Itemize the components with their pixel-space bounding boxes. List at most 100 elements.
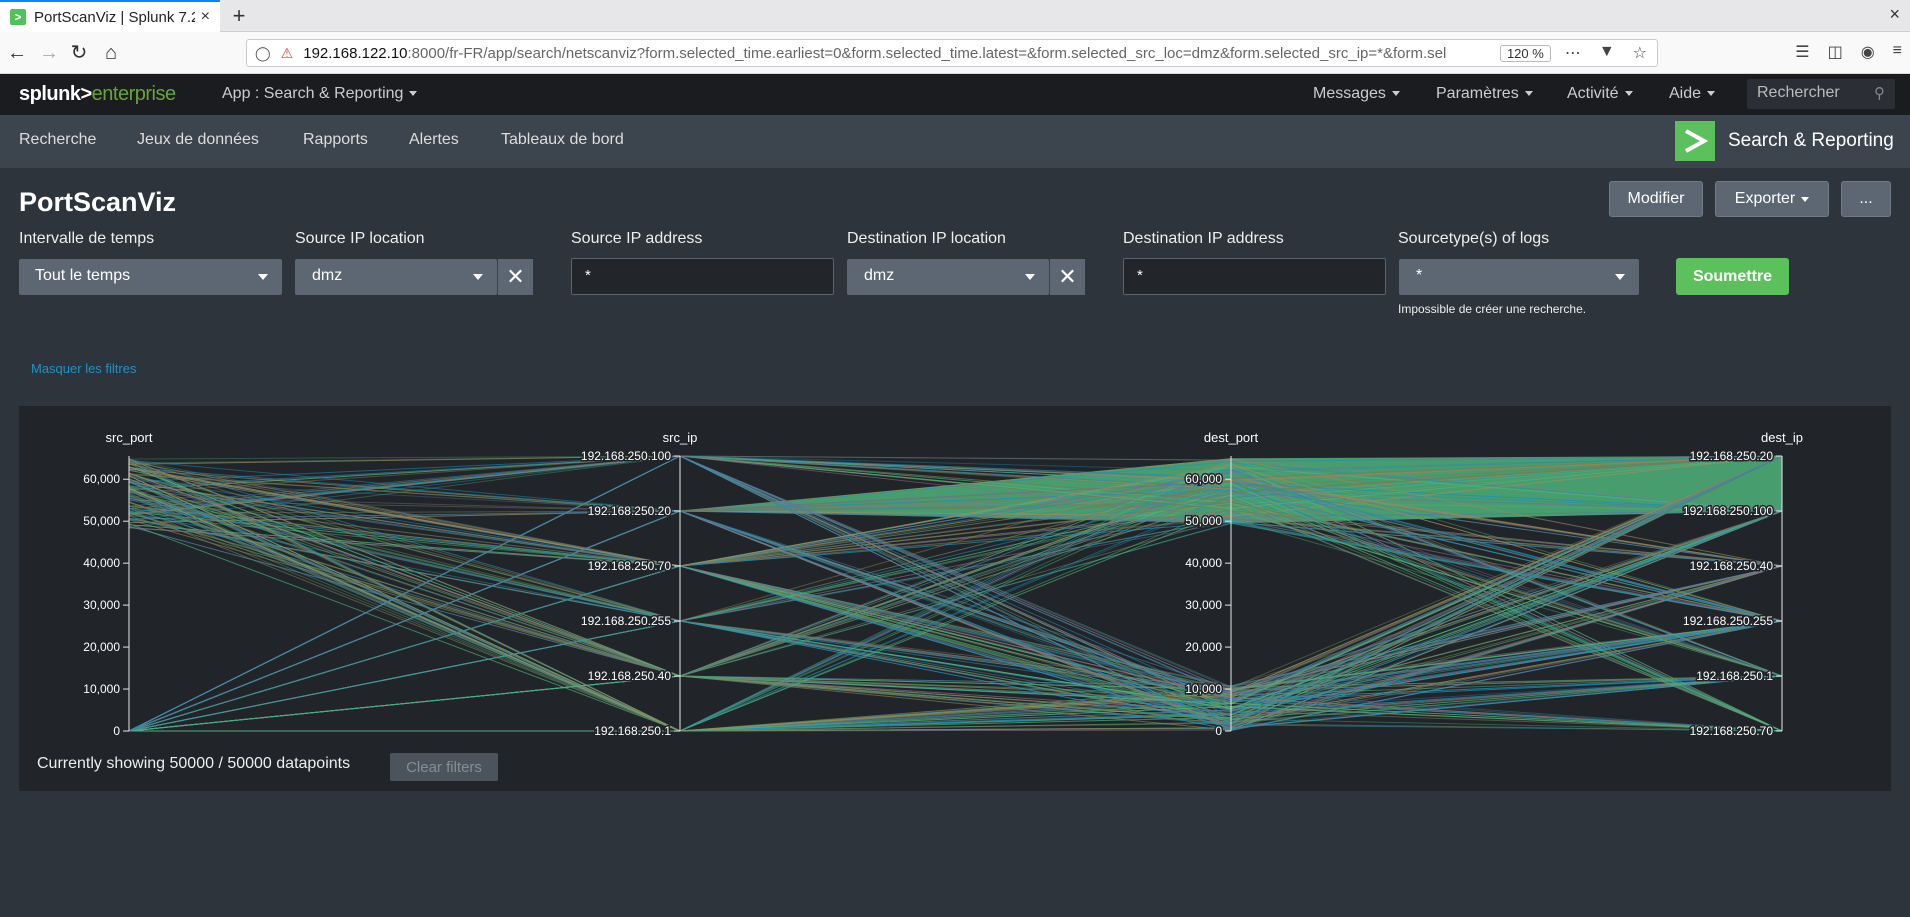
chevron-down-icon: [1391, 91, 1400, 97]
account-icon[interactable]: ◉: [1860, 44, 1875, 61]
nav-datasets[interactable]: Jeux de données: [137, 131, 259, 148]
splunk-favicon-icon: >: [10, 9, 26, 25]
help-menu[interactable]: Aide: [1669, 85, 1716, 103]
sidebar-icon[interactable]: ◫: [1827, 44, 1843, 61]
page-title: PortScanViz: [19, 187, 177, 217]
axis-title: dest_ip: [1761, 430, 1803, 445]
back-arrow-icon[interactable]: ←: [7, 42, 27, 64]
chevron-down-icon: [1615, 274, 1625, 280]
splunk-logo[interactable]: splunk>enterprise: [19, 83, 176, 105]
src-loc-dropdown[interactable]: dmz: [295, 259, 497, 295]
tick-label: 192.168.250.20: [588, 504, 672, 518]
chevron-down-icon: [473, 274, 483, 280]
nav-alerts[interactable]: Alertes: [409, 131, 459, 148]
window-close-button[interactable]: ×: [1889, 4, 1900, 24]
data-line: [128, 459, 1783, 677]
data-line: [128, 455, 1783, 732]
src-loc-clear-icon[interactable]: ✕: [497, 259, 533, 295]
sourcetype-help-text: Impossible de créer une recherche.: [1398, 302, 1587, 316]
tick-label: 192.168.250.100: [1683, 504, 1773, 518]
nav-dashboards[interactable]: Tableaux de bord: [501, 131, 624, 148]
shield-icon: ◯: [255, 44, 271, 61]
new-tab-button[interactable]: +: [232, 3, 246, 28]
home-icon[interactable]: ⌂: [104, 42, 118, 64]
bookmark-star-icon[interactable]: ☆: [1632, 45, 1647, 62]
tick-label: 192.168.250.1: [1696, 669, 1773, 683]
data-line: [128, 521, 1783, 732]
data-line: [128, 485, 1783, 732]
insecure-lock-icon: ⚠: [280, 44, 294, 61]
data-line: [128, 459, 1783, 732]
data-line: [128, 526, 1783, 732]
sourcetype-dropdown[interactable]: *: [1399, 259, 1639, 295]
data-line: [128, 505, 1783, 677]
data-line: [128, 469, 1783, 695]
axis-dest-port: dest_port 0 10,000 20,000 30,000 40,000 50,000…: [1184, 430, 1259, 740]
reload-icon[interactable]: ↻: [70, 42, 88, 64]
nav-search[interactable]: Recherche: [19, 131, 97, 148]
data-line: [128, 455, 1783, 512]
time-dropdown[interactable]: Tout le temps: [19, 259, 282, 295]
url-bar[interactable]: ◯ ⚠ 192.168.122.10:8000/fr-FR/app/search…: [246, 39, 1658, 67]
axis-title: src_port: [106, 430, 153, 445]
dest-loc-dropdown[interactable]: dmz: [847, 259, 1049, 295]
sourcetype-label: Sourcetype(s) of logs: [1398, 230, 1550, 247]
chevron-down-icon: [409, 91, 418, 97]
header-search-input[interactable]: Rechercher ⚲: [1747, 79, 1895, 109]
hide-filters-link[interactable]: Masquer les filtres: [31, 361, 137, 376]
dest-loc-clear-icon[interactable]: ✕: [1049, 259, 1085, 295]
more-actions-icon[interactable]: ⋯: [1564, 45, 1581, 62]
nav-reports[interactable]: Rapports: [303, 131, 368, 148]
clear-filters-button[interactable]: Clear filters: [390, 753, 498, 781]
parallel-coordinates-chart[interactable]: src_port 0 10,000 20,000 30,000 40,000 50,000 6…: [19, 406, 1891, 746]
forward-arrow-icon[interactable]: →: [39, 42, 59, 64]
src-ip-input[interactable]: *: [571, 258, 834, 295]
data-line: [128, 476, 1783, 622]
app-menu[interactable]: App : Search & Reporting: [222, 85, 418, 103]
data-line: [128, 489, 1783, 677]
edit-button[interactable]: Modifier: [1609, 181, 1703, 217]
library-icon[interactable]: ☰: [1795, 44, 1810, 61]
data-line: [128, 474, 1783, 688]
splunk-header: splunk>enterprise App : Search & Reporti…: [0, 74, 1910, 115]
tick-label: 50,000: [1185, 514, 1222, 528]
data-line: [128, 455, 1783, 732]
data-line: [128, 501, 1783, 702]
dest-ip-input[interactable]: *: [1123, 258, 1386, 295]
activity-menu[interactable]: Activité: [1567, 85, 1633, 103]
tick-label: 20,000: [1185, 640, 1222, 654]
data-line: [128, 455, 1783, 732]
menu-icon[interactable]: ≡: [1892, 42, 1902, 59]
tab-close-icon[interactable]: ×: [200, 8, 210, 25]
browser-tab[interactable]: > PortScanViz | Splunk 7.2. ×: [0, 0, 220, 32]
tick-label: 0: [113, 724, 120, 738]
data-line: [128, 521, 1783, 732]
data-line: [128, 455, 1783, 567]
tick-label: 192.168.250.40: [588, 669, 672, 683]
export-button[interactable]: Exporter: [1715, 181, 1829, 217]
browser-tab-bar: > PortScanViz | Splunk 7.2. × + ×: [0, 0, 1910, 32]
data-line: [128, 468, 1783, 677]
data-line: [128, 464, 1783, 622]
settings-menu[interactable]: Paramètres: [1436, 85, 1533, 103]
data-line: [128, 481, 1783, 696]
tick-label: 10,000: [1185, 682, 1222, 696]
pocket-icon[interactable]: ▼: [1598, 43, 1615, 60]
data-line: [128, 495, 1783, 732]
data-line: [128, 458, 1783, 567]
tick-label: 60,000: [83, 472, 120, 486]
submit-button[interactable]: Soumettre: [1676, 258, 1789, 295]
tick-label: 0: [1215, 724, 1222, 738]
tick-label: 192.168.250.70: [1690, 724, 1774, 738]
tick-label: 192.168.250.255: [1683, 614, 1773, 628]
data-line: [128, 466, 1783, 708]
tick-label: 30,000: [1185, 598, 1222, 612]
more-button[interactable]: ...: [1841, 181, 1891, 217]
browser-nav-bar: ← → ↻ ⌂ ◯ ⚠ 192.168.122.10:8000/fr-FR/ap…: [0, 32, 1910, 74]
data-line: [129, 705, 1783, 732]
data-line: [128, 518, 1783, 711]
search-icon: ⚲: [1874, 85, 1885, 102]
zoom-level[interactable]: 120 %: [1499, 44, 1551, 62]
src-loc-label: Source IP location: [295, 230, 425, 247]
messages-menu[interactable]: Messages: [1313, 85, 1400, 103]
